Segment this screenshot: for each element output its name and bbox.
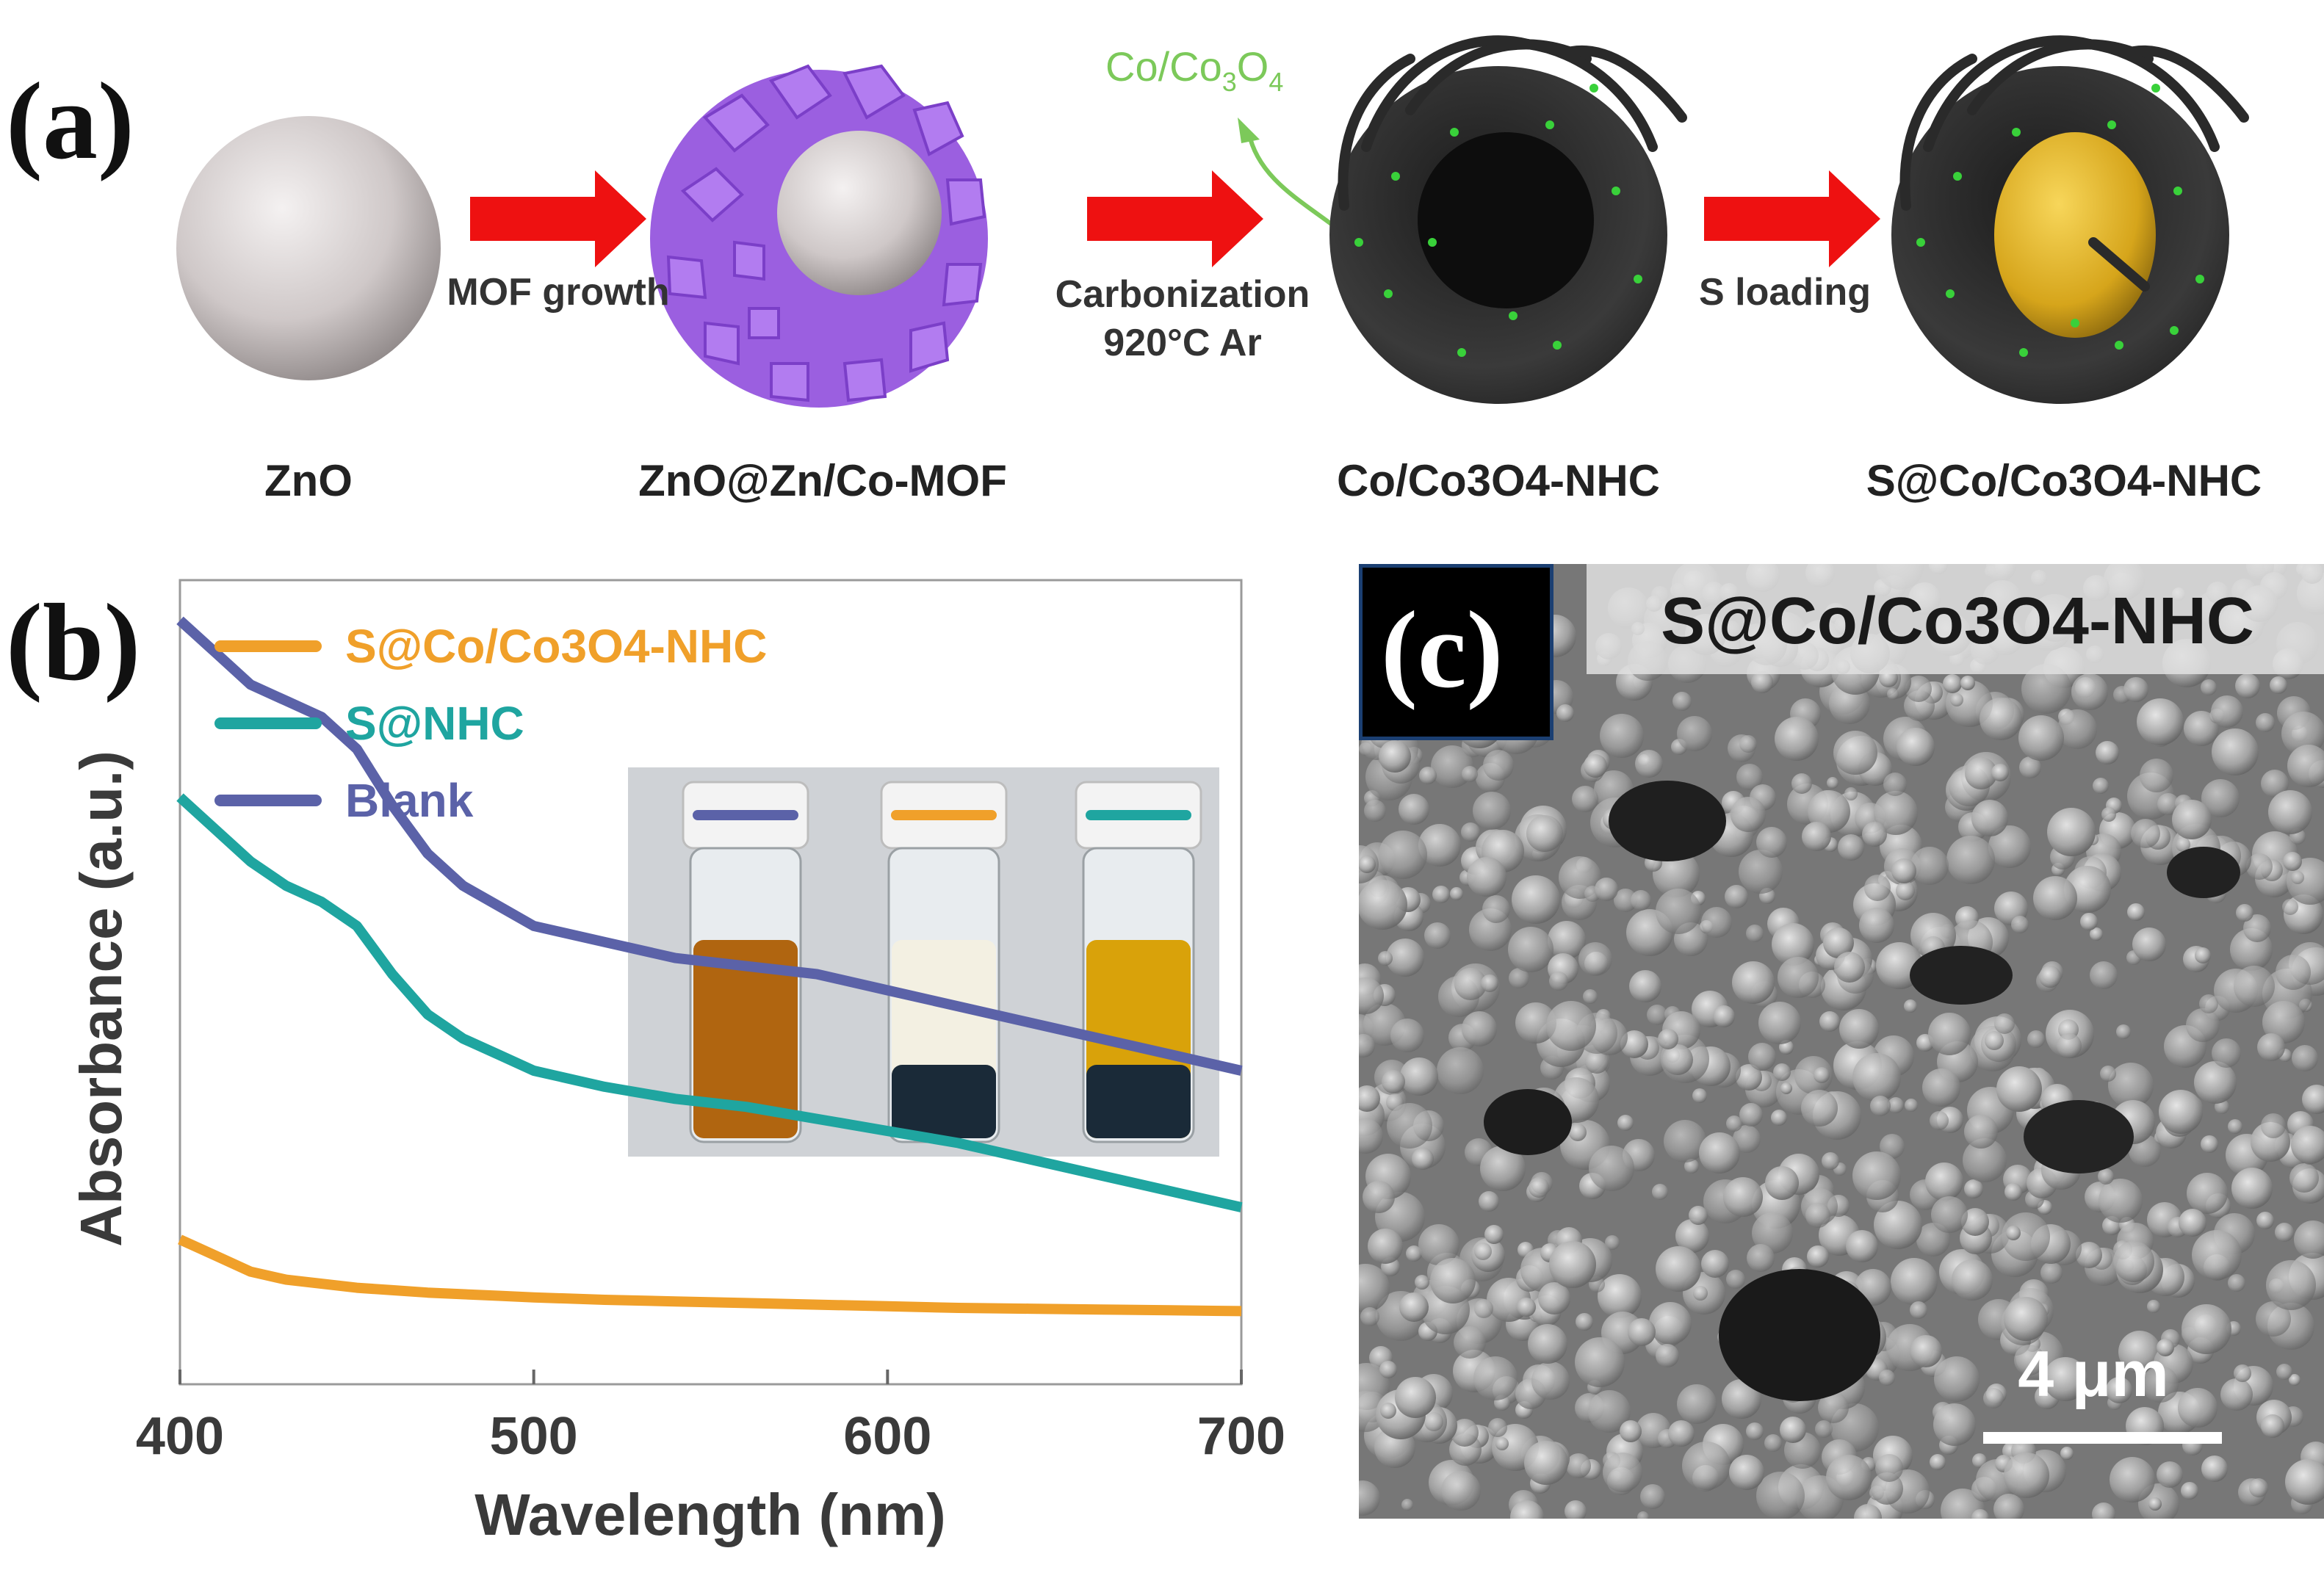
- plot-frame: [178, 579, 1243, 1386]
- panel-b-label: (b): [6, 582, 141, 704]
- legend-label-2: Blank: [345, 774, 474, 827]
- step-line: Carbonization: [1055, 273, 1310, 316]
- step-label-mof-growth: MOF growth: [411, 270, 705, 314]
- legend-label-0: S@Co/Co3O4-NHC: [345, 620, 767, 673]
- scale-bar: [1983, 1432, 2222, 1444]
- sem-title: S@Co/Co3O4-NHC: [1661, 585, 2254, 658]
- series-line-0: [178, 1234, 1242, 1317]
- x-axis-label: Wavelength (nm): [474, 1482, 945, 1547]
- series-line-1: [176, 793, 1243, 1212]
- arrow-3: [1704, 170, 1880, 267]
- material-name-s-co-nhc: S@Co/Co3O4-NHC: [1866, 456, 2262, 505]
- step-line: MOF growth: [447, 271, 670, 314]
- sulfur-loaded-shell: [1891, 35, 2249, 404]
- mof-coated-sphere: [650, 64, 988, 408]
- vial-1: [880, 781, 1008, 1143]
- material-name-zno-mof: ZnO@Zn/Co-MOF: [638, 456, 1007, 505]
- x-tick-label-2: 600: [843, 1407, 931, 1466]
- hollow-carbon-shell: [1329, 35, 1687, 404]
- co-species-tag: Co/Co3O4: [1105, 43, 1283, 97]
- material-name-co-nhc: Co/Co3O4-NHC: [1336, 456, 1660, 505]
- vial-0: [682, 781, 809, 1143]
- panel-c-label: (c): [1381, 589, 1504, 711]
- step-line: 920°C Ar: [1103, 322, 1262, 364]
- x-tick-label-3: 700: [1197, 1407, 1285, 1466]
- sem-title-band: [1587, 564, 2324, 674]
- x-tick-label-1: 500: [490, 1407, 578, 1466]
- y-axis-label: Absorbance (a.u.): [68, 751, 134, 1247]
- synthesis-scheme: Co/Co3O4: [176, 35, 2249, 408]
- absorbance-chart: S@Co/Co3O4-NHC S@NHC Blank 400 500 600 700 Wa…: [68, 579, 1285, 1547]
- arrow-1: [470, 170, 646, 267]
- legend-label-1: S@NHC: [345, 697, 524, 750]
- step-label-s-loading: S loading: [1645, 270, 1924, 314]
- series-line-2: [176, 616, 1243, 1076]
- step-line: S loading: [1699, 271, 1871, 314]
- arrow-2: [1087, 170, 1263, 267]
- step-label-carbonization: Carbonization 920°C Ar: [1028, 270, 1337, 367]
- vial-2: [1075, 781, 1202, 1143]
- zno-sphere: [176, 116, 441, 380]
- scale-bar-label: 4 μm: [2018, 1337, 2169, 1410]
- panel-a-label: (a): [6, 60, 134, 182]
- panel-c-label-box: [1359, 564, 1553, 740]
- x-tick-label-0: 400: [136, 1407, 224, 1466]
- material-name-zno: ZnO: [264, 456, 353, 505]
